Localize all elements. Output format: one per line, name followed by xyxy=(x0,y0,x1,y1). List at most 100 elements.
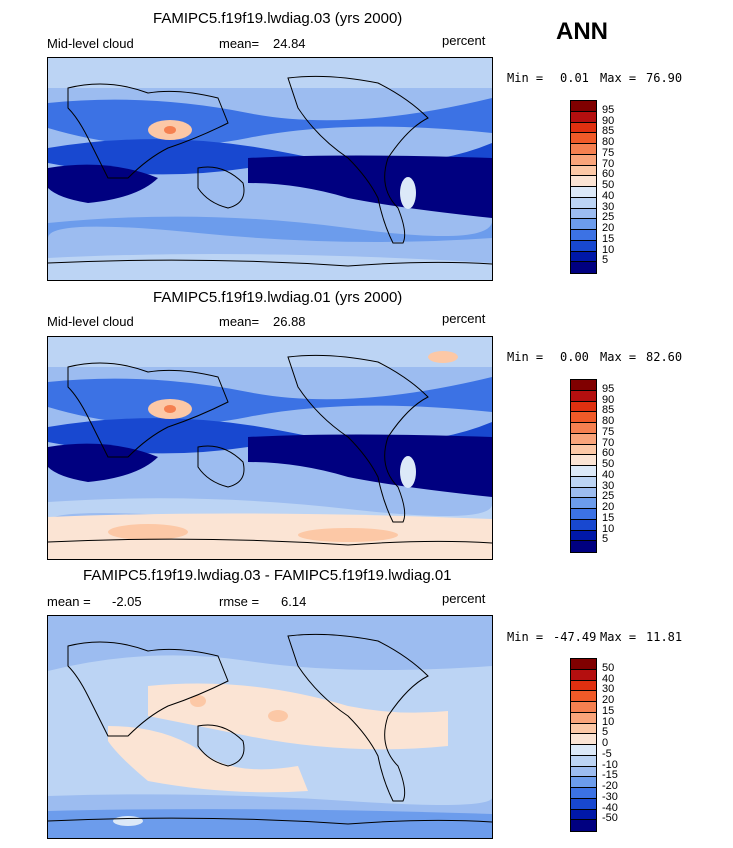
colorbar-swatch xyxy=(571,777,596,788)
colorbar-tick-label: 5 xyxy=(602,726,609,739)
colorbar-tick-label: 20 xyxy=(602,694,615,706)
colorbar-tick-label: 60 xyxy=(602,447,615,460)
panel1-units: percent xyxy=(442,33,486,48)
panel3-map xyxy=(47,615,493,839)
panel3-mean-value: -2.05 xyxy=(112,594,142,609)
colorbar-tick-label: 50 xyxy=(602,458,615,470)
panel1-title: FAMIPC5.f19f19.lwdiag.03 (yrs 2000) xyxy=(153,10,403,27)
colorbar-swatch xyxy=(571,111,596,123)
panel3-units: percent xyxy=(442,591,486,606)
colorbar-tick-label: 75 xyxy=(602,146,615,159)
colorbar-swatch xyxy=(571,433,596,445)
colorbar-swatch xyxy=(571,755,596,767)
panel1-colorbar xyxy=(570,100,597,274)
season-label: ANN xyxy=(556,18,608,45)
colorbar-swatch xyxy=(571,444,596,456)
colorbar-tick-label: -40 xyxy=(602,801,618,814)
colorbar-swatch xyxy=(571,380,596,391)
colorbar-tick-label: 5 xyxy=(602,533,609,546)
colorbar-tick-label: 50 xyxy=(602,179,615,191)
colorbar-tick-label: 85 xyxy=(602,404,615,417)
panel1-field-label: Mid-level cloud xyxy=(47,36,134,51)
panel1-map-svg xyxy=(48,58,492,280)
colorbar-swatch xyxy=(571,262,596,273)
colorbar-swatch xyxy=(571,455,596,466)
panel1-mean-value: 24.84 xyxy=(273,36,306,51)
colorbar-tick-label: 80 xyxy=(602,136,615,148)
colorbar-tick-label: 15 xyxy=(602,232,615,245)
colorbar-tick-label: 50 xyxy=(602,661,615,674)
panel2-mean-value: 26.88 xyxy=(273,314,306,329)
colorbar-swatch xyxy=(571,476,596,488)
colorbar-tick-label: 25 xyxy=(602,490,615,503)
colorbar-swatch xyxy=(571,809,596,821)
colorbar-swatch xyxy=(571,401,596,413)
colorbar-swatch xyxy=(571,509,596,520)
panel1-min-label: Min = xyxy=(507,71,544,85)
colorbar-tick-label: 0 xyxy=(602,737,609,749)
colorbar-swatch xyxy=(571,691,596,702)
colorbar-swatch xyxy=(571,251,596,263)
colorbar-swatch xyxy=(571,745,596,756)
panel3-max-label: Max = xyxy=(600,630,637,644)
colorbar-tick-label: 90 xyxy=(602,114,615,127)
panel2-min-label: Min = xyxy=(507,350,544,364)
colorbar-swatch xyxy=(571,820,596,831)
colorbar-tick-label: 90 xyxy=(602,393,615,406)
colorbar-swatch xyxy=(571,187,596,198)
panel2-colorbar xyxy=(570,379,597,553)
colorbar-swatch xyxy=(571,208,596,220)
colorbar-swatch xyxy=(571,788,596,799)
colorbar-swatch xyxy=(571,541,596,552)
colorbar-tick-label: -10 xyxy=(602,758,618,771)
colorbar-tick-label: -5 xyxy=(602,747,612,760)
colorbar-tick-label: -30 xyxy=(602,790,618,803)
colorbar-swatch xyxy=(571,144,596,155)
panel3-map-svg xyxy=(48,616,492,838)
colorbar-swatch xyxy=(571,466,596,477)
colorbar-swatch xyxy=(571,122,596,134)
colorbar-swatch xyxy=(571,230,596,241)
colorbar-tick-label: 70 xyxy=(602,436,615,449)
colorbar-tick-label: 20 xyxy=(602,222,615,234)
colorbar-swatch xyxy=(571,154,596,166)
colorbar-swatch xyxy=(571,487,596,499)
colorbar-tick-label: 25 xyxy=(602,211,615,224)
panel1-mean-label: mean= xyxy=(219,36,260,51)
colorbar-swatch xyxy=(571,101,596,112)
panel2-title: FAMIPC5.f19f19.lwdiag.01 (yrs 2000) xyxy=(153,289,403,306)
colorbar-swatch xyxy=(571,734,596,745)
panel3-rmse-value: 6.14 xyxy=(281,594,307,609)
panel3-min-value: -47.49 xyxy=(553,630,597,644)
panel3-rmse-label: rmse = xyxy=(219,594,260,609)
colorbar-tick-label: 30 xyxy=(602,200,615,213)
colorbar-tick-label: -15 xyxy=(602,769,618,782)
colorbar-tick-label: 70 xyxy=(602,157,615,170)
colorbar-tick-label: 40 xyxy=(602,189,615,202)
colorbar-tick-label: 15 xyxy=(602,511,615,524)
colorbar-swatch xyxy=(571,798,596,810)
colorbar-tick-label: 40 xyxy=(602,672,615,685)
colorbar-tick-label: 40 xyxy=(602,468,615,481)
colorbar-swatch xyxy=(571,530,596,542)
panel3-min-label: Min = xyxy=(507,630,544,644)
colorbar-tick-label: 10 xyxy=(602,522,615,535)
panel2-mean-label: mean= xyxy=(219,314,260,329)
colorbar-swatch xyxy=(571,766,596,778)
colorbar-swatch xyxy=(571,702,596,713)
colorbar-swatch xyxy=(571,723,596,735)
panel2-max-value: 82.60 xyxy=(646,350,683,364)
colorbar-tick-label: -20 xyxy=(602,780,618,792)
panel1-min-value: 0.01 xyxy=(560,71,589,85)
colorbar-swatch xyxy=(571,176,596,187)
colorbar-tick-label: 80 xyxy=(602,415,615,427)
panel1-max-label: Max = xyxy=(600,71,637,85)
colorbar-tick-label: 5 xyxy=(602,254,609,267)
panel3-mean-label: mean = xyxy=(47,594,91,609)
colorbar-swatch xyxy=(571,240,596,252)
colorbar-swatch xyxy=(571,165,596,177)
colorbar-tick-label: 85 xyxy=(602,125,615,138)
colorbar-tick-label: 95 xyxy=(602,382,615,395)
colorbar-swatch xyxy=(571,423,596,434)
colorbar-swatch xyxy=(571,219,596,230)
